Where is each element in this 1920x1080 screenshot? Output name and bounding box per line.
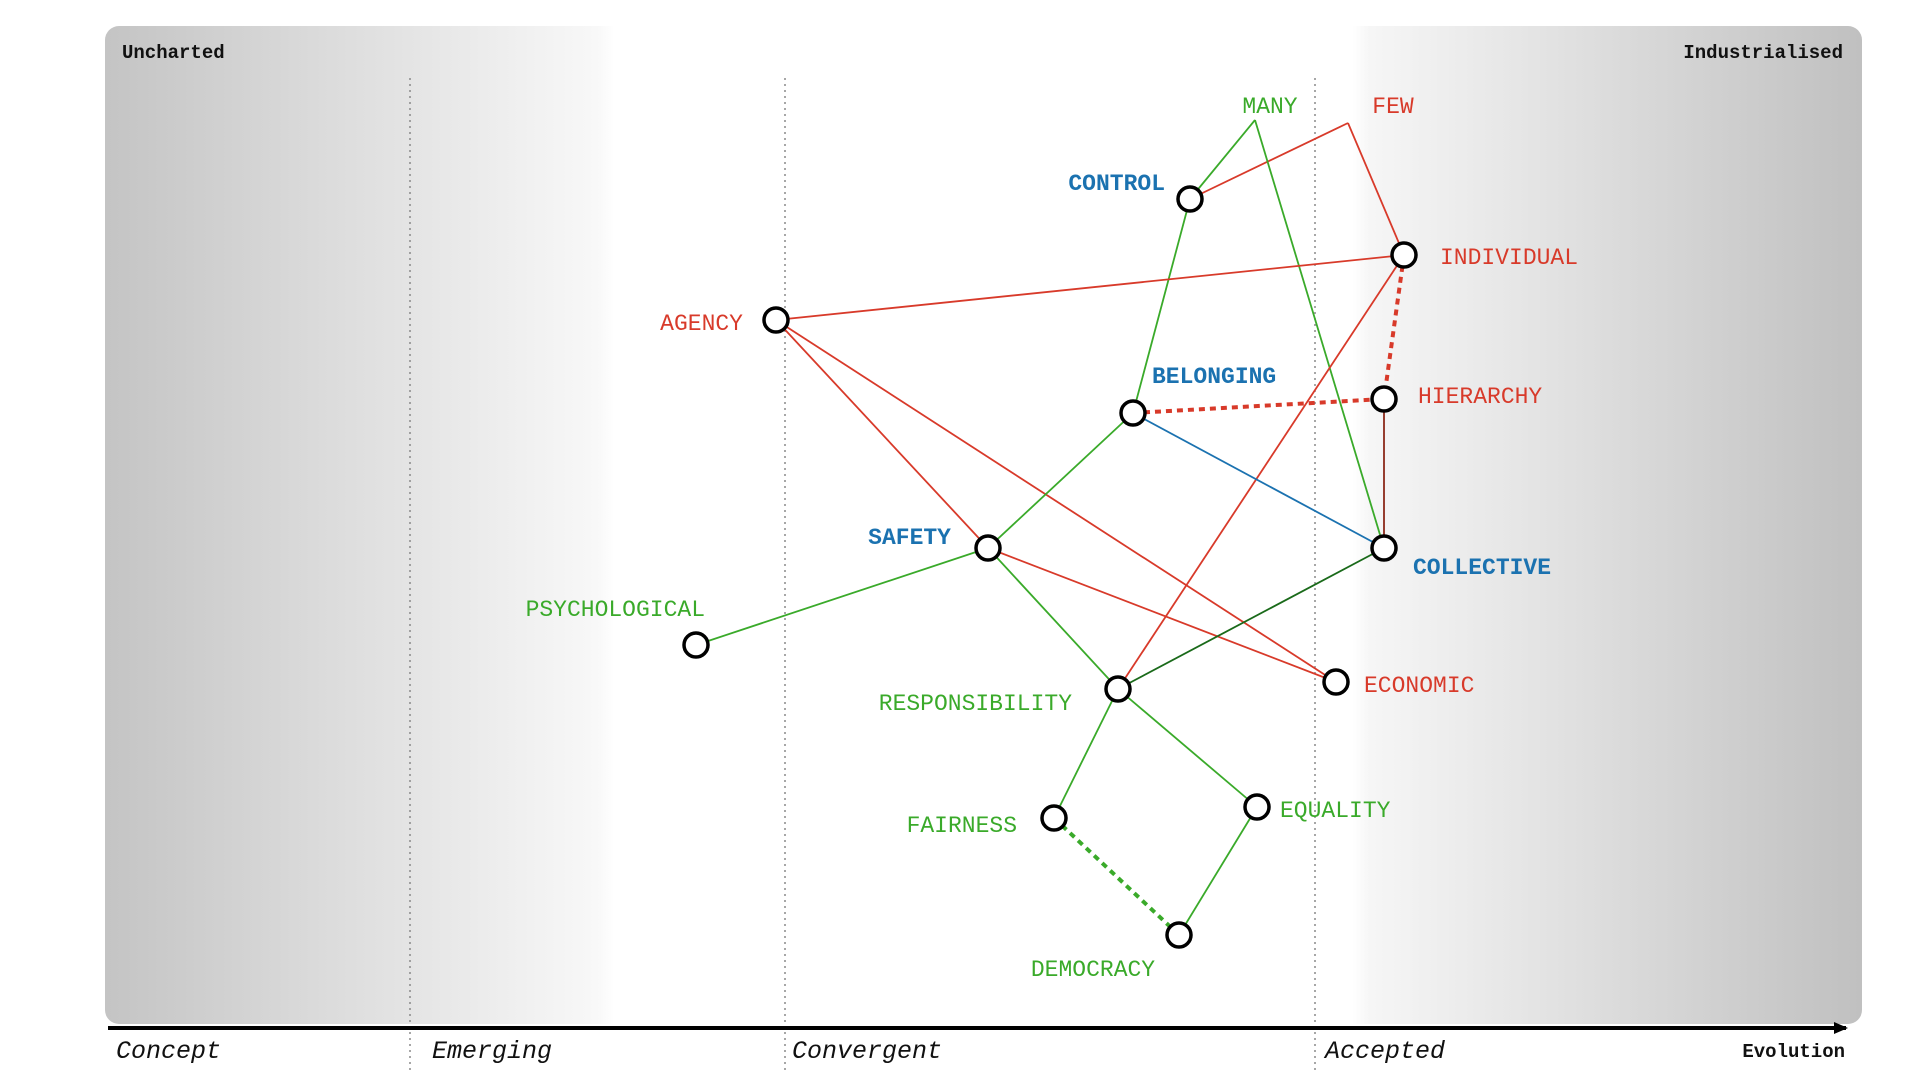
- node-individual[interactable]: INDIVIDUAL: [1390, 241, 1578, 271]
- node-collective[interactable]: COLLECTIVE: [1370, 534, 1551, 581]
- node-circle-hierarchy[interactable]: [1370, 385, 1398, 413]
- node-democracy[interactable]: DEMOCRACY: [1031, 921, 1193, 983]
- link-equality-democracy: [1178, 806, 1258, 936]
- node-label-equality: EQUALITY: [1280, 798, 1391, 824]
- node-circle-collective[interactable]: [1370, 534, 1398, 562]
- node-belonging[interactable]: BELONGING: [1119, 364, 1276, 427]
- node-label-collective: COLLECTIVE: [1413, 555, 1551, 581]
- link-control-belonging: [1132, 198, 1191, 414]
- node-label-responsibility: RESPONSIBILITY: [879, 691, 1072, 717]
- link-many-control: [1189, 119, 1256, 200]
- node-circle-agency[interactable]: [762, 306, 790, 334]
- node-label-individual: INDIVIDUAL: [1440, 245, 1578, 271]
- node-label-fairness: FAIRNESS: [907, 813, 1017, 839]
- node-label-hierarchy: HIERARCHY: [1418, 384, 1542, 410]
- link-few-individual: [1347, 122, 1405, 256]
- link-agency-economic: [775, 319, 1337, 683]
- link-belonging-safety: [987, 412, 1134, 549]
- link-individual-hierarchy: [1382, 254, 1406, 400]
- link-layer: [695, 119, 1406, 937]
- node-hierarchy[interactable]: HIERARCHY: [1370, 384, 1542, 413]
- node-circle-responsibility[interactable]: [1104, 675, 1132, 703]
- link-agency-individual: [775, 254, 1405, 321]
- node-economic[interactable]: ECONOMIC: [1322, 668, 1474, 699]
- link-responsibility-equality: [1117, 688, 1258, 808]
- node-label-safety: SAFETY: [868, 525, 951, 551]
- link-belonging-hierarchy: [1132, 397, 1385, 415]
- link-collective-responsibility: [1117, 547, 1385, 690]
- node-label-many: MANY: [1242, 94, 1297, 120]
- node-circle-economic[interactable]: [1322, 668, 1350, 696]
- stage-label-convergent: Convergent: [792, 1037, 942, 1066]
- node-equality[interactable]: EQUALITY: [1243, 793, 1391, 824]
- link-few-control: [1189, 122, 1349, 200]
- corner-label-uncharted: Uncharted: [122, 42, 225, 64]
- node-circle-safety[interactable]: [974, 534, 1002, 562]
- node-agency[interactable]: AGENCY: [660, 306, 790, 337]
- node-circle-democracy[interactable]: [1165, 921, 1193, 949]
- node-control[interactable]: CONTROL: [1068, 171, 1204, 213]
- node-circle-psychological[interactable]: [682, 631, 710, 659]
- node-label-democracy: DEMOCRACY: [1031, 957, 1155, 983]
- link-safety-responsibility: [987, 547, 1119, 690]
- node-responsibility[interactable]: RESPONSIBILITY: [879, 675, 1132, 717]
- node-safety[interactable]: SAFETY: [868, 525, 1002, 562]
- node-circle-belonging[interactable]: [1119, 399, 1147, 427]
- link-agency-safety: [775, 319, 989, 549]
- axis-label-evolution: Evolution: [1742, 1041, 1845, 1063]
- link-belonging-collective: [1132, 412, 1385, 549]
- node-many[interactable]: MANY: [1242, 94, 1297, 120]
- node-label-few: FEW: [1372, 94, 1414, 120]
- node-label-control: CONTROL: [1068, 171, 1165, 197]
- stage-label-accepted: Accepted: [1323, 1037, 1445, 1066]
- node-few[interactable]: FEW: [1372, 94, 1414, 120]
- node-layer: MANY FEW CONTROL INDIVIDUAL AGENCY BELONGING H…: [526, 94, 1578, 983]
- node-fairness[interactable]: FAIRNESS: [907, 804, 1068, 839]
- node-label-belonging: BELONGING: [1152, 364, 1276, 390]
- link-many-collective: [1254, 119, 1385, 549]
- map-background: [105, 26, 1862, 1024]
- stage-label-emerging: Emerging: [432, 1037, 552, 1066]
- link-safety-psychological: [695, 547, 989, 646]
- node-circle-fairness[interactable]: [1040, 804, 1068, 832]
- node-label-psychological: PSYCHOLOGICAL: [526, 597, 705, 623]
- node-label-agency: AGENCY: [660, 311, 743, 337]
- link-safety-economic: [987, 547, 1337, 683]
- node-label-economic: ECONOMIC: [1364, 673, 1474, 699]
- node-circle-equality[interactable]: [1243, 793, 1271, 821]
- link-responsibility-fairness: [1053, 688, 1119, 819]
- node-circle-control[interactable]: [1176, 185, 1204, 213]
- node-psychological[interactable]: PSYCHOLOGICAL: [526, 597, 710, 659]
- corner-label-industrialised: Industrialised: [1683, 42, 1843, 64]
- node-circle-individual[interactable]: [1390, 241, 1418, 269]
- stage-label-concept: Concept: [116, 1037, 221, 1066]
